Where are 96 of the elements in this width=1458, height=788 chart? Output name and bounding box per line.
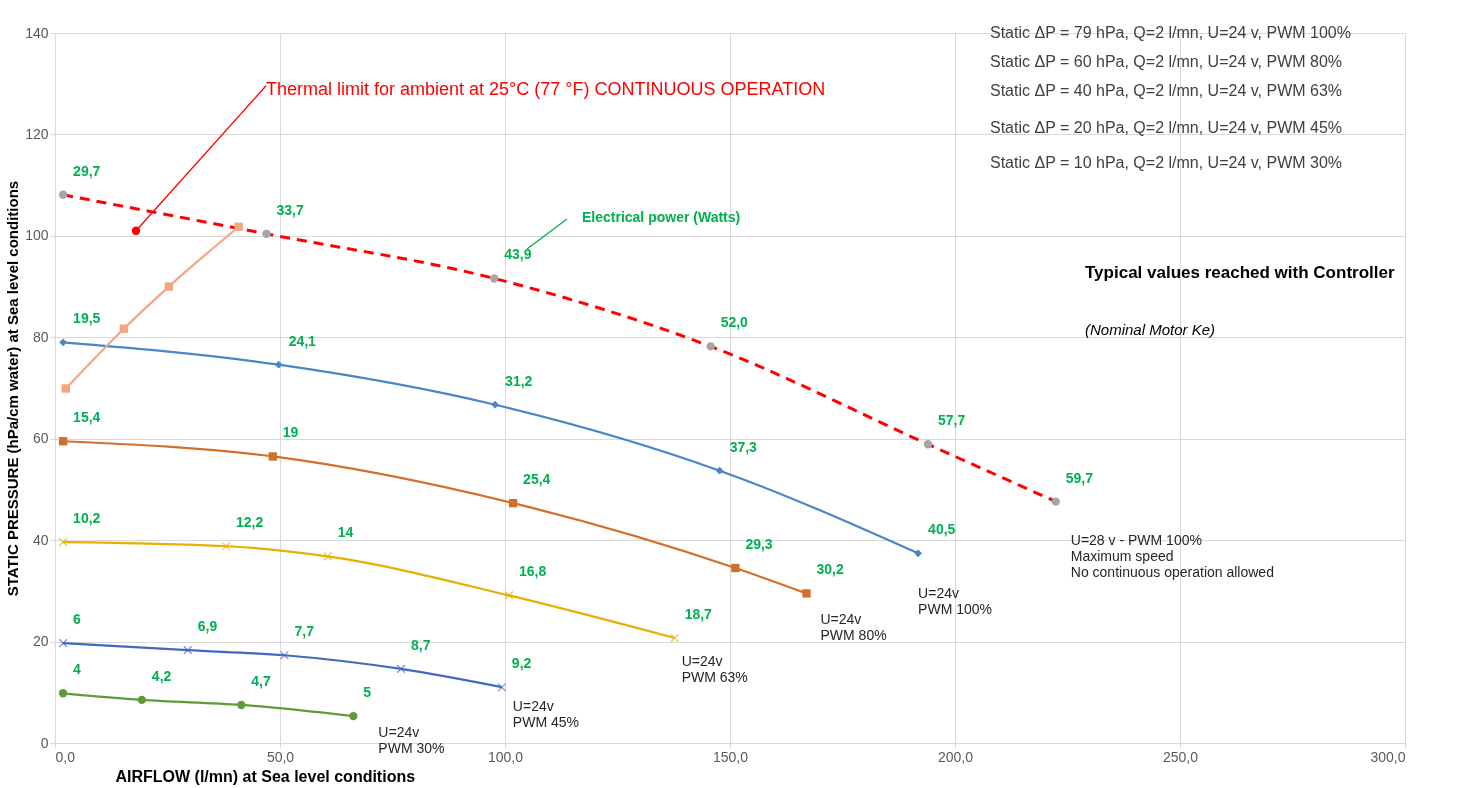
annotation: U=28 v - PWM 100% Maximum speed No continuous operation allowed xyxy=(1070,531,1274,580)
annotation: 4,2 xyxy=(151,667,172,684)
point xyxy=(914,549,922,558)
annotation: 10,2 xyxy=(73,510,101,527)
annotation: 15,4 xyxy=(73,409,101,426)
annotation: (Nominal Motor Ke) xyxy=(1085,321,1216,338)
point xyxy=(497,682,507,692)
annotation: Static ΔP = 40 hPa, Q=2 l/mn, U=24 v, PWM 63% xyxy=(990,82,1343,99)
annotation: 12,2 xyxy=(236,514,264,531)
annotation: 19 xyxy=(282,424,299,441)
point xyxy=(268,452,277,461)
x-tick-label: 0,0 xyxy=(55,748,76,765)
point xyxy=(731,563,740,573)
point xyxy=(58,689,68,698)
annotation: 40,5 xyxy=(928,521,956,538)
point xyxy=(670,633,680,643)
annotation: 6,9 xyxy=(197,618,218,635)
point xyxy=(349,711,358,721)
annotation: 33,7 xyxy=(276,201,304,218)
y-tick-label: 60 xyxy=(32,430,49,447)
annotation: 57,7 xyxy=(938,412,966,429)
annotation: 37,3 xyxy=(729,438,758,455)
point xyxy=(279,650,290,660)
annotation: U=24v PWM 100% xyxy=(918,585,993,618)
annotation: 4 xyxy=(73,661,82,678)
y-tick-label: 0 xyxy=(40,734,49,751)
point xyxy=(58,638,68,648)
annotation: 7,7 xyxy=(294,623,315,640)
point xyxy=(491,400,499,409)
annotation: Static ΔP = 79 hPa, Q=2 l/mn, U=24 v, PWM 100% xyxy=(990,24,1351,41)
annotation: 30,2 xyxy=(816,561,844,578)
annotation: 59,7 xyxy=(1065,469,1094,486)
annotation: U=24v PWM 80% xyxy=(820,611,887,644)
x-tick-label: 50,0 xyxy=(266,748,295,765)
x-tick-label: 150,0 xyxy=(712,748,749,765)
annotation: 14 xyxy=(337,524,354,541)
point xyxy=(508,498,518,508)
annotation: 19,5 xyxy=(73,310,101,327)
annotation: 24,1 xyxy=(288,332,317,349)
x-tick-label: 300,0 xyxy=(1370,748,1406,765)
point xyxy=(221,541,231,551)
point xyxy=(61,384,70,393)
annotation: U=24v PWM 45% xyxy=(512,698,579,731)
point xyxy=(262,229,271,238)
point xyxy=(119,324,129,333)
point xyxy=(183,645,193,655)
point xyxy=(164,282,174,291)
point xyxy=(504,590,514,600)
point xyxy=(323,551,333,561)
point xyxy=(58,437,68,446)
annotation: U=24v PWM 63% xyxy=(681,653,748,686)
annotation: Typical values reached with Controller xyxy=(1085,263,1395,282)
annotation: 6 xyxy=(73,611,82,628)
point xyxy=(274,360,283,369)
annotation: 29,7 xyxy=(73,162,101,179)
annotation: Static ΔP = 60 hPa, Q=2 l/mn, U=24 v, PWM 80% xyxy=(990,53,1343,70)
y-tick-label: 140 xyxy=(25,24,49,41)
point xyxy=(58,537,68,547)
annotation: U=24v PWM 30% xyxy=(378,724,445,757)
point xyxy=(59,338,67,347)
annotation: 8,7 xyxy=(411,636,431,653)
annotation: 4,7 xyxy=(251,672,271,689)
annotation: 43,9 xyxy=(504,246,532,263)
point xyxy=(706,342,715,351)
annotation: 18,7 xyxy=(684,606,713,623)
point xyxy=(396,664,406,674)
point xyxy=(923,440,933,449)
annotation: 25,4 xyxy=(523,471,551,488)
point xyxy=(237,700,246,710)
x-tick-label: 100,0 xyxy=(487,748,524,765)
annotation: Electrical power (Watts) xyxy=(582,209,741,225)
y-tick-label: 80 xyxy=(32,328,49,345)
annotation: Static ΔP = 10 hPa, Q=2 l/mn, U=24 v, PWM 30% xyxy=(990,154,1343,171)
y-tick-label: 20 xyxy=(32,633,49,650)
y-tick-label: 120 xyxy=(25,125,49,142)
annotation: Static ΔP = 20 hPa, Q=2 l/mn, U=24 v, PWM 45% xyxy=(990,119,1343,136)
point xyxy=(715,466,724,475)
annotation: 9,2 xyxy=(511,655,532,672)
annotation: 5 xyxy=(363,684,372,701)
point xyxy=(137,695,147,705)
x-tick-label: 250,0 xyxy=(1162,748,1199,765)
x-tick-label: 200,0 xyxy=(937,748,974,765)
point xyxy=(802,589,811,598)
annotation: Thermal limit for ambient at 25°C (77 °F) CONTINUOUS OPERATION xyxy=(266,78,826,99)
point xyxy=(490,274,499,283)
x-axis-title: AIRFLOW (l/mn) at Sea level conditions xyxy=(115,767,416,785)
annotation: 31,2 xyxy=(505,372,533,389)
y-tick-label: 40 xyxy=(32,531,49,548)
annotation: 52,0 xyxy=(720,314,749,331)
point xyxy=(234,222,243,231)
y-axis-title: STATIC PRESSURE (hPa/cm water) at Sea level conditions xyxy=(4,180,22,597)
point xyxy=(58,190,68,199)
y-tick-label: 100 xyxy=(25,227,49,244)
annotation: 16,8 xyxy=(519,563,547,580)
annotation: 29,3 xyxy=(745,536,773,553)
point xyxy=(1051,497,1060,506)
